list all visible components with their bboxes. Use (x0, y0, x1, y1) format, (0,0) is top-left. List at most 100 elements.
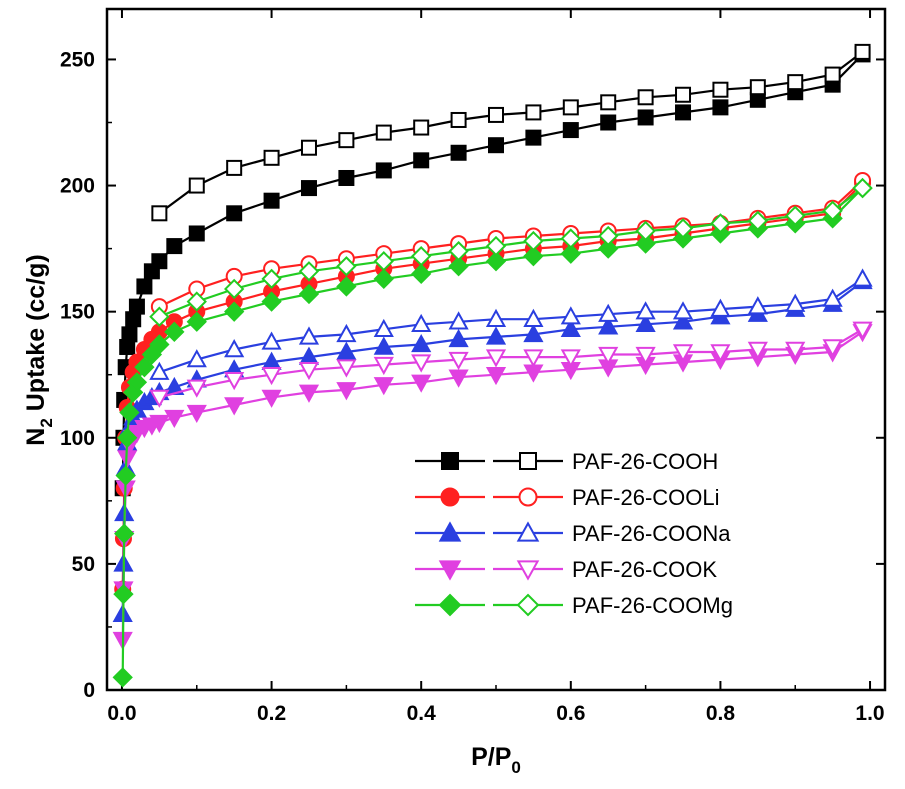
desorption-point (450, 111, 467, 128)
x-tick-label: 1.0 (855, 702, 884, 725)
x-axis-title-main: P/P (471, 743, 511, 771)
desorption-point (413, 119, 430, 136)
adsorption-point (672, 311, 694, 330)
adsorption-point (598, 316, 619, 335)
y-tick-label: 0 (83, 679, 95, 702)
adsorption-point (186, 404, 207, 424)
desorption-point (261, 268, 282, 290)
desorption-point (448, 240, 469, 262)
desorption-point (710, 298, 731, 317)
desorption-point (560, 349, 581, 368)
legend-marker-open (518, 487, 538, 507)
series-paf-26-coomg (112, 177, 873, 688)
adsorption-point (562, 122, 579, 139)
adsorption-point (411, 263, 432, 284)
desorption-point (747, 341, 768, 360)
legend-label: PAF-26-COOMg (572, 593, 733, 618)
adsorption-point (166, 238, 183, 255)
desorption-point (298, 361, 320, 381)
desorption-point (263, 149, 280, 166)
legend: PAF-26-COOH PAF-26-COOLi PAF-26-COONa PAF-2… (415, 449, 733, 618)
desorption-point (149, 306, 170, 327)
adsorption-point (121, 326, 138, 343)
series-paf-26-coona (112, 268, 873, 623)
adsorption-point (112, 667, 133, 688)
desorption-point (598, 225, 619, 247)
adsorption-point (115, 465, 136, 486)
axes: 0.0 0.2 0.4 0.6 0.8 1.0 0 50 100 150 200 250 (60, 9, 885, 725)
adsorption-point (164, 321, 185, 343)
adsorption-point (226, 205, 243, 222)
adsorption-point (336, 276, 357, 297)
desorption-point (373, 251, 394, 272)
desorption-line (159, 277, 864, 374)
desorption-point (785, 293, 806, 312)
desorption-point (375, 124, 392, 141)
adsorption-point (224, 301, 245, 322)
desorption-point (598, 346, 619, 366)
desorption-point (787, 74, 804, 91)
adsorption-point (488, 137, 504, 154)
adsorption-point (448, 256, 469, 277)
legend-item: PAF-26-COOLi (415, 485, 720, 510)
adsorption-point (635, 313, 656, 332)
desorption-point (562, 99, 579, 116)
adsorption-point (261, 389, 282, 408)
desorption-point (186, 291, 207, 312)
adsorption-point (523, 323, 544, 343)
x-tick-label: 0.4 (407, 702, 437, 725)
desorption-point (712, 81, 729, 98)
series-group (112, 43, 873, 688)
desorption-point (411, 313, 432, 332)
adsorption-point (336, 382, 357, 401)
adsorption-point (338, 169, 355, 186)
desorption-point (261, 331, 282, 350)
adsorption-point (411, 333, 432, 353)
desorption-point (336, 323, 357, 343)
desorption-point (523, 230, 544, 252)
adsorption-point (485, 326, 507, 345)
adsorption-point (635, 233, 656, 254)
x-axis-title-subscript: 0 (511, 758, 520, 777)
desorption-point (635, 301, 656, 320)
desorption-point (598, 303, 619, 322)
adsorption-point (298, 384, 320, 403)
desorption-point (149, 389, 170, 408)
legend-marker-open (519, 452, 537, 470)
desorption-point (188, 177, 205, 194)
desorption-point (485, 349, 507, 368)
legend-marker-open (516, 593, 540, 617)
y-axis-title-subscript: 2 (37, 418, 56, 427)
desorption-point (300, 139, 317, 156)
adsorption-point (261, 291, 282, 312)
desorption-point (224, 278, 245, 300)
desorption-point (336, 359, 357, 378)
y-tick-label: 100 (60, 427, 95, 450)
y-axis-title-main: N (22, 428, 50, 446)
adsorption-point (600, 114, 617, 131)
adsorption-point (117, 427, 138, 448)
desorption-point (600, 94, 617, 111)
desorption-point (186, 379, 207, 398)
desorption-line (158, 51, 864, 215)
desorption-point (747, 296, 768, 315)
adsorption-point (373, 268, 394, 290)
adsorption-point (637, 109, 654, 126)
adsorption-point (134, 356, 155, 378)
adsorption-point (300, 180, 317, 197)
adsorption-point (485, 251, 507, 272)
desorption-point (822, 339, 843, 358)
desorption-point (523, 308, 544, 327)
desorption-point (637, 89, 654, 106)
adsorption-point (113, 583, 134, 605)
adsorption-point (263, 192, 280, 209)
desorption-point (224, 339, 245, 358)
adsorption-point (136, 278, 153, 295)
desorption-point (635, 346, 656, 366)
desorption-point (151, 205, 168, 222)
adsorption-point (128, 298, 145, 315)
desorption-point (411, 354, 432, 373)
adsorption-point (224, 397, 245, 416)
legend-marker-filled (438, 521, 462, 542)
